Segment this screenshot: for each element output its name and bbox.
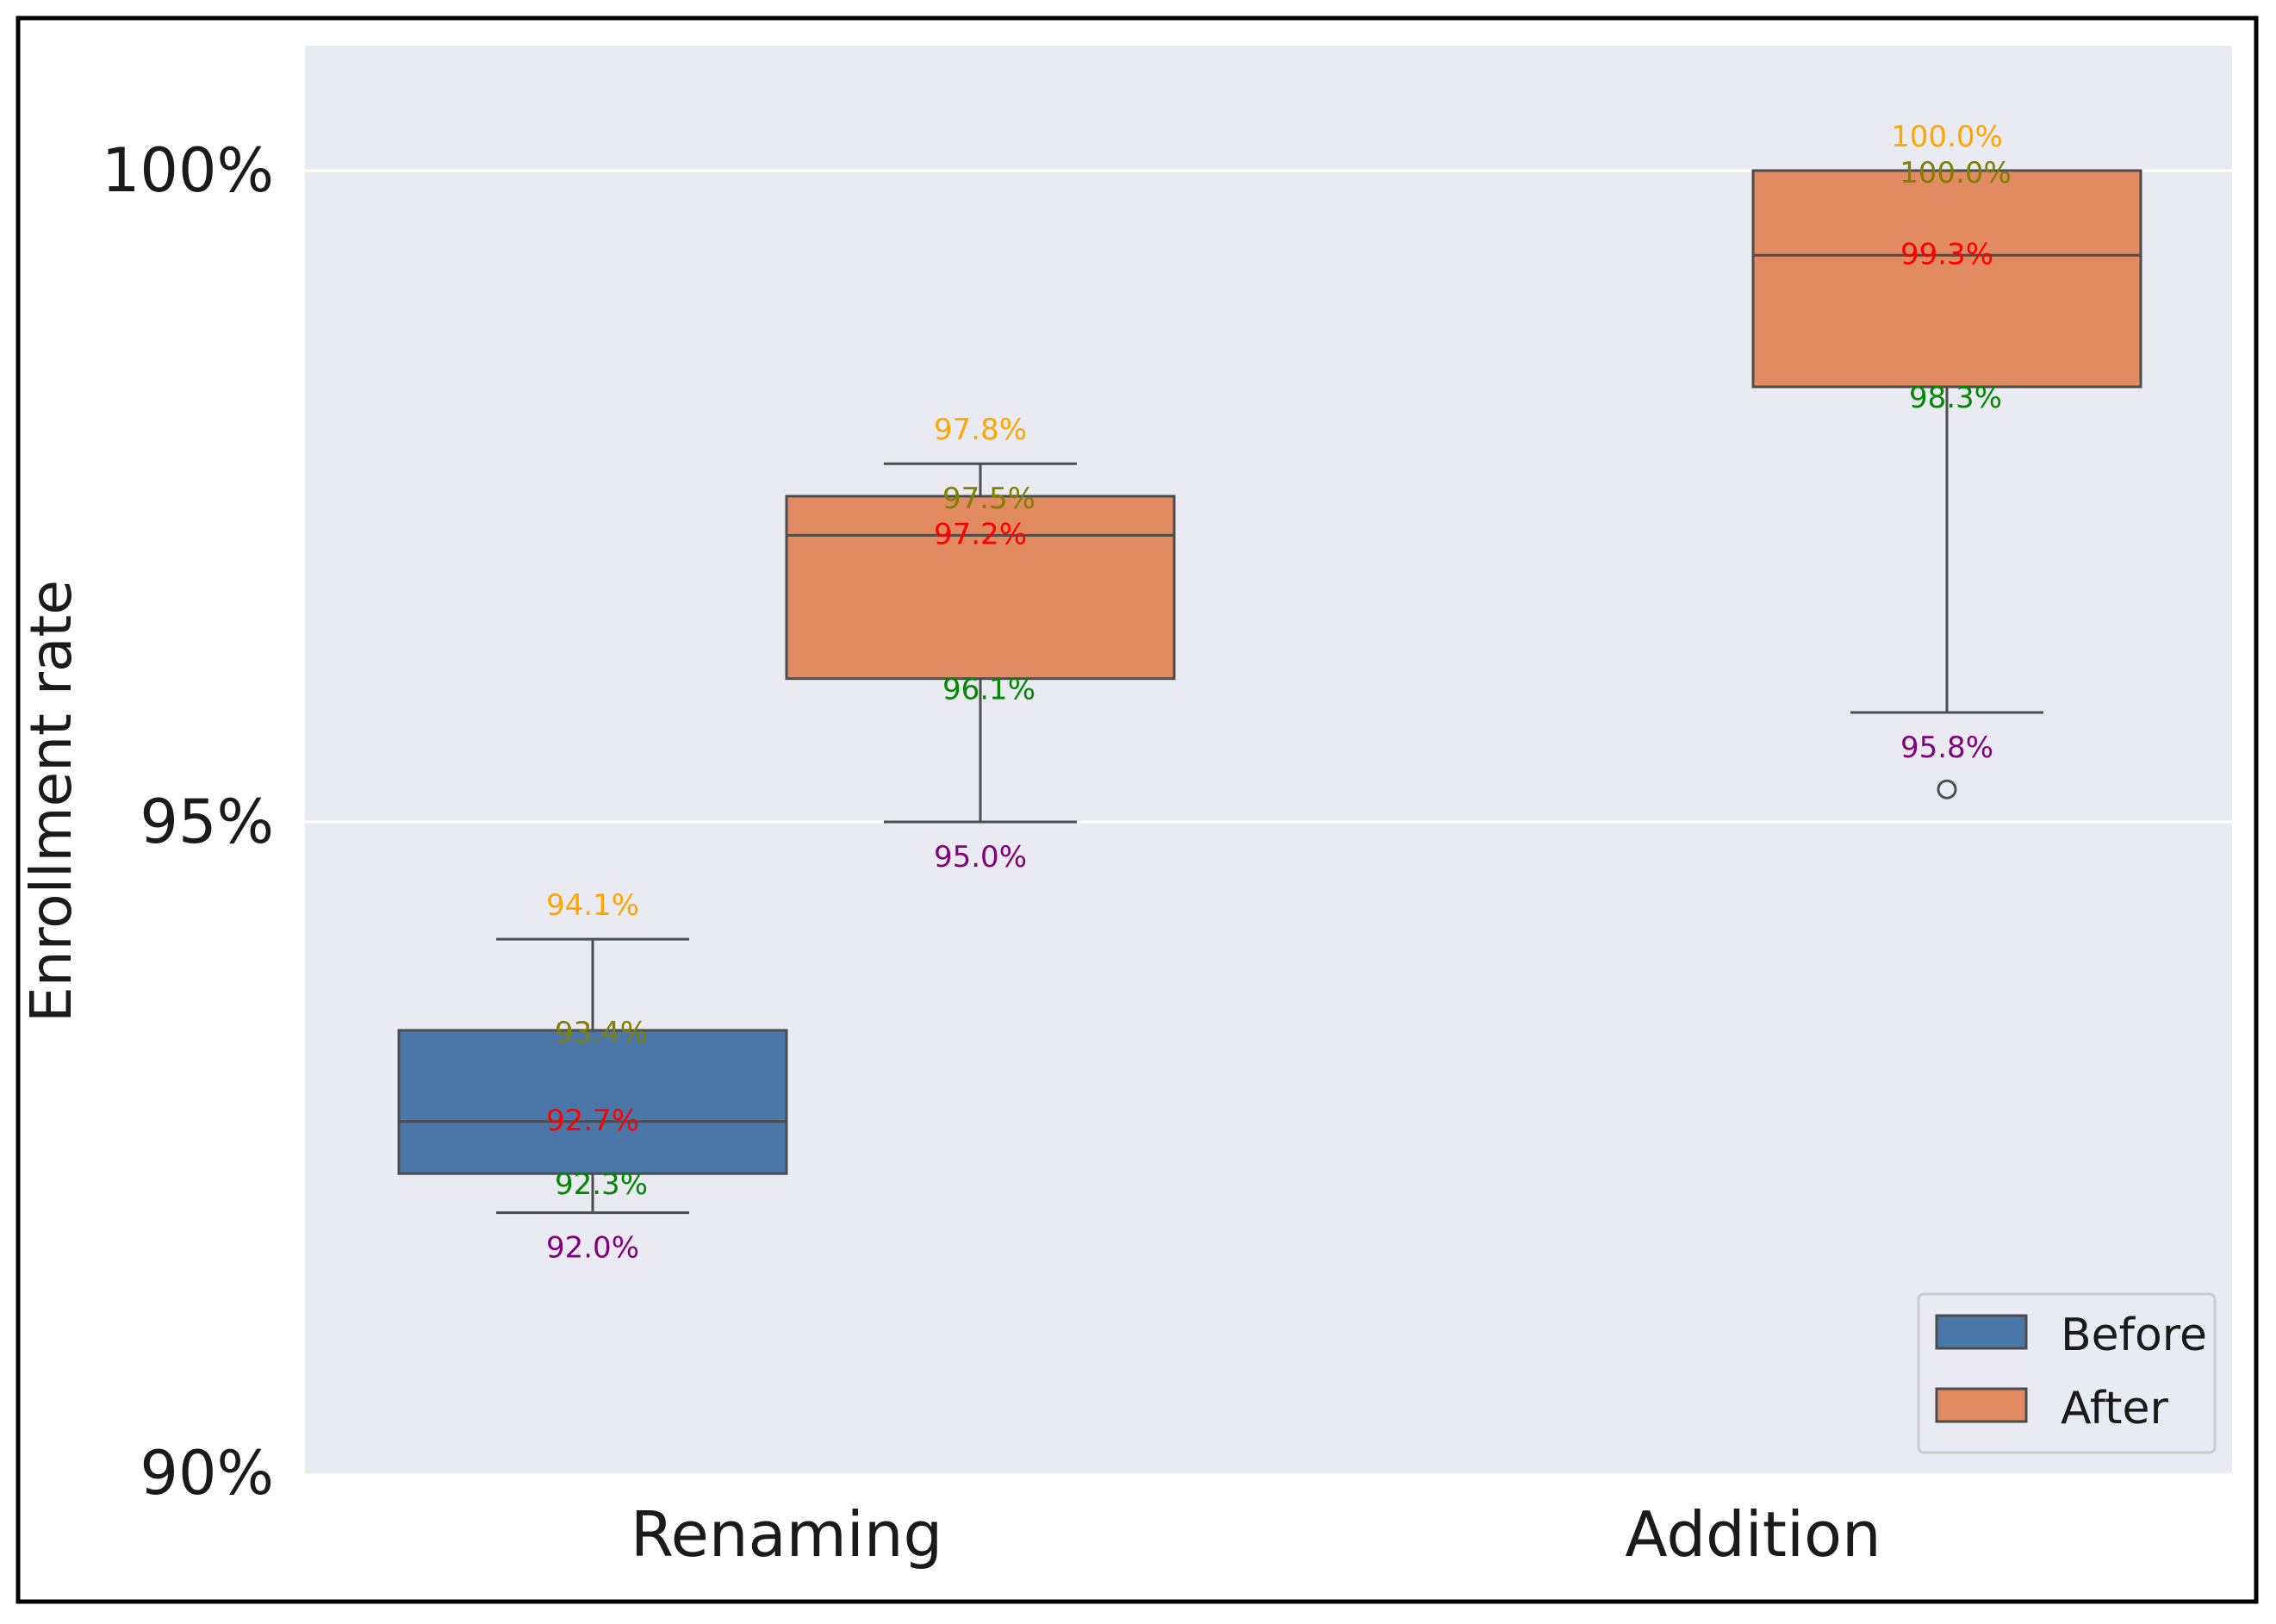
axis-layer: Enrollment rate 90% 95% 100% Renaming Additi… bbox=[18, 135, 1881, 1571]
value-label-q1: 98.3% bbox=[1909, 381, 2002, 415]
box-iqr bbox=[785, 495, 1176, 681]
legend: Before After bbox=[1917, 1292, 2217, 1454]
value-label-q1: 96.1% bbox=[942, 673, 1035, 707]
value-label-q3: 97.5% bbox=[942, 482, 1035, 516]
value-label-q3: 93.4% bbox=[555, 1016, 648, 1050]
value-label-min: 92.0% bbox=[546, 1231, 639, 1266]
x-tick-label: Renaming bbox=[631, 1498, 942, 1571]
box-iqr bbox=[1751, 169, 2142, 389]
outlier-point bbox=[1937, 779, 1957, 800]
y-tick-label: 90% bbox=[140, 1438, 274, 1509]
x-tick-label: Addition bbox=[1625, 1498, 1881, 1571]
box-layer bbox=[397, 169, 2142, 1215]
value-label-q1: 92.3% bbox=[555, 1167, 648, 1202]
value-label-min: 95.8% bbox=[1900, 731, 1993, 765]
box-addition-after bbox=[1751, 169, 2142, 800]
value-label-layer: 94.1% 93.4% 92.7% 92.3% 92.0% 97.8% 97.5%97.2%… bbox=[546, 120, 2012, 1266]
value-label-max: 100.0% bbox=[1891, 120, 2003, 154]
box-iqr bbox=[397, 1029, 788, 1175]
box-renaming-before bbox=[397, 937, 788, 1215]
value-label-median: 92.7% bbox=[546, 1104, 639, 1138]
value-label-q3: 100.0% bbox=[1900, 156, 2012, 190]
value-label-median: 99.3% bbox=[1900, 237, 1993, 271]
legend-label-after: After bbox=[2061, 1383, 2168, 1434]
legend-swatch-after bbox=[1935, 1387, 2028, 1423]
value-label-min: 95.0% bbox=[934, 840, 1027, 874]
legend-label-before: Before bbox=[2061, 1310, 2207, 1361]
y-axis-label: Enrollment rate bbox=[18, 580, 84, 1023]
value-label-median: 97.2% bbox=[934, 517, 1027, 551]
box-renaming-after bbox=[785, 462, 1176, 824]
y-tick-label: 100% bbox=[102, 135, 274, 206]
value-label-max: 97.8% bbox=[934, 413, 1027, 447]
legend-swatch-before bbox=[1935, 1314, 2028, 1350]
y-tick-label: 95% bbox=[140, 787, 274, 857]
value-label-max: 94.1% bbox=[546, 888, 639, 923]
